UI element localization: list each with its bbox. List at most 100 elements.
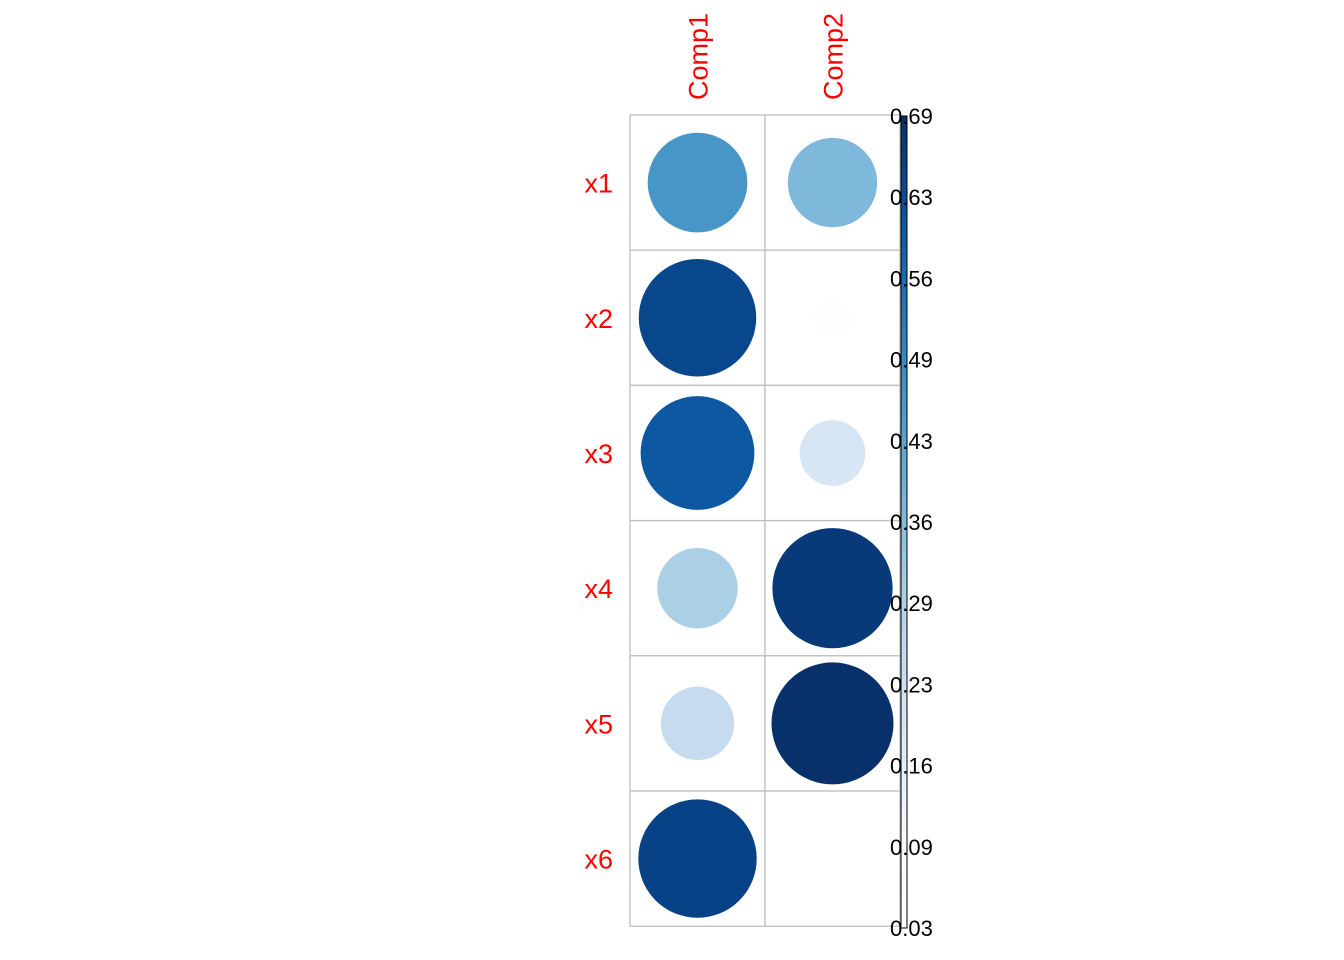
colorbar-tick-label: 0.23 bbox=[890, 672, 933, 697]
colorbar-segment bbox=[901, 233, 907, 239]
colorbar-segment bbox=[901, 578, 907, 584]
colorbar-segment bbox=[901, 189, 907, 194]
colorbar-segment bbox=[901, 733, 907, 738]
colorbar-segment bbox=[901, 737, 907, 742]
colorbar-segment bbox=[901, 501, 907, 507]
colorbar-segment bbox=[901, 241, 907, 247]
colorbar-segment bbox=[901, 741, 907, 746]
colorbar-segment bbox=[901, 359, 907, 365]
colorbar-segment bbox=[901, 716, 907, 722]
colorbar-segment bbox=[901, 672, 907, 677]
colorbar-segment bbox=[901, 270, 907, 275]
circle-x6-Comp1 bbox=[638, 799, 757, 918]
colorbar-segment bbox=[901, 562, 907, 568]
circle-x4-Comp2 bbox=[772, 528, 893, 649]
circle-x4-Comp1 bbox=[657, 547, 738, 629]
colorbar-segment bbox=[901, 436, 907, 442]
colorbar-segment bbox=[901, 201, 907, 206]
colorbar-segment bbox=[901, 400, 907, 405]
colorbar-segment bbox=[901, 217, 907, 223]
colorbar-segment bbox=[901, 452, 907, 458]
colorbar-segment bbox=[901, 120, 907, 125]
colorbar-segment bbox=[901, 680, 907, 685]
colorbar-segment bbox=[901, 712, 907, 718]
row-label-x6: x6 bbox=[584, 845, 613, 875]
colorbar-segment bbox=[901, 595, 907, 600]
colorbar-tick-label: 0.49 bbox=[890, 348, 933, 373]
colorbar-segment bbox=[901, 424, 907, 430]
colorbar-segment bbox=[901, 911, 907, 917]
colorbar-segment bbox=[901, 461, 907, 466]
colorbar-segment bbox=[901, 229, 907, 235]
colorbar-segment bbox=[901, 611, 907, 616]
row-label-x1: x1 bbox=[584, 169, 613, 199]
colorbar-segment bbox=[901, 692, 907, 698]
colorbar-segment bbox=[901, 789, 907, 795]
colorbar-tick-label: 0.16 bbox=[890, 754, 933, 779]
colorbar-segment bbox=[901, 197, 907, 202]
colorbar-segment bbox=[901, 513, 907, 519]
colorbar-segment bbox=[901, 505, 907, 511]
colorbar-segment bbox=[901, 249, 907, 255]
row-label-x2: x2 bbox=[584, 304, 613, 334]
colorbar-segment bbox=[901, 128, 907, 133]
colorbar-segment bbox=[901, 586, 907, 592]
colorbar-segment bbox=[901, 838, 907, 844]
colorbar-segment bbox=[901, 351, 907, 357]
colorbar-segment bbox=[901, 290, 907, 296]
colorbar-segment bbox=[901, 757, 907, 763]
colorbar-segment bbox=[901, 688, 907, 694]
colorbar-segment bbox=[901, 794, 907, 799]
colorbar-segment bbox=[901, 355, 907, 361]
colorbar-segment bbox=[901, 923, 907, 929]
colorbar-segment bbox=[901, 635, 907, 641]
colorbar-segment bbox=[901, 725, 907, 730]
colorbar-segment bbox=[901, 850, 907, 856]
colorbar-segment bbox=[901, 834, 907, 840]
colorbar-segment bbox=[901, 383, 907, 389]
colorbar-segment bbox=[901, 286, 907, 292]
colorbar-segment bbox=[901, 534, 907, 539]
colorbar-segment bbox=[901, 343, 907, 349]
colorbar-segment bbox=[901, 168, 907, 174]
colorbar-segment bbox=[901, 830, 907, 836]
colorbar-segment bbox=[901, 887, 907, 893]
colorbar-segment bbox=[901, 818, 907, 824]
colorbar-tick-label: 0.69 bbox=[890, 104, 933, 129]
colorbar-segment bbox=[901, 176, 907, 182]
colorbar-segment bbox=[901, 124, 907, 129]
colorbar-segment bbox=[901, 655, 907, 661]
colorbar-segment bbox=[901, 546, 907, 552]
circle-x2-Comp2 bbox=[814, 299, 851, 336]
colorbar-segment bbox=[901, 440, 907, 446]
colorbar-segment bbox=[901, 668, 907, 673]
circle-x3-Comp1 bbox=[640, 396, 755, 510]
colorbar-segment bbox=[901, 627, 907, 633]
colorbar-segment bbox=[901, 388, 907, 393]
colorbar-segment bbox=[901, 396, 907, 401]
colorbar-segment bbox=[901, 282, 907, 288]
colorbar-segment bbox=[901, 615, 907, 621]
colorbar-segment bbox=[901, 684, 907, 690]
colorbar-segment bbox=[901, 704, 907, 710]
colorbar-segment bbox=[901, 164, 907, 170]
colorbar-segment bbox=[901, 647, 907, 653]
colorbar-segment bbox=[901, 566, 907, 572]
colorbar-segment bbox=[901, 879, 907, 884]
colorbar-segment bbox=[901, 258, 907, 263]
colorbar-segment bbox=[901, 883, 907, 888]
colorbar-segment bbox=[901, 306, 907, 312]
colorbar-segment bbox=[901, 591, 907, 596]
colorbar-segment bbox=[901, 469, 907, 474]
colorbar-segment bbox=[901, 574, 907, 580]
colorbar-segment bbox=[901, 132, 907, 137]
colorbar-segment bbox=[901, 319, 907, 324]
colorbar-segment bbox=[901, 761, 907, 767]
colorbar-segment bbox=[901, 323, 907, 328]
colorbar-segment bbox=[901, 558, 907, 564]
colorbar-segment bbox=[901, 660, 907, 665]
colorbar-segment bbox=[901, 854, 907, 860]
colorbar-segment bbox=[901, 416, 907, 422]
colorbar-segment bbox=[901, 432, 907, 438]
colorbar-segment bbox=[901, 517, 907, 523]
